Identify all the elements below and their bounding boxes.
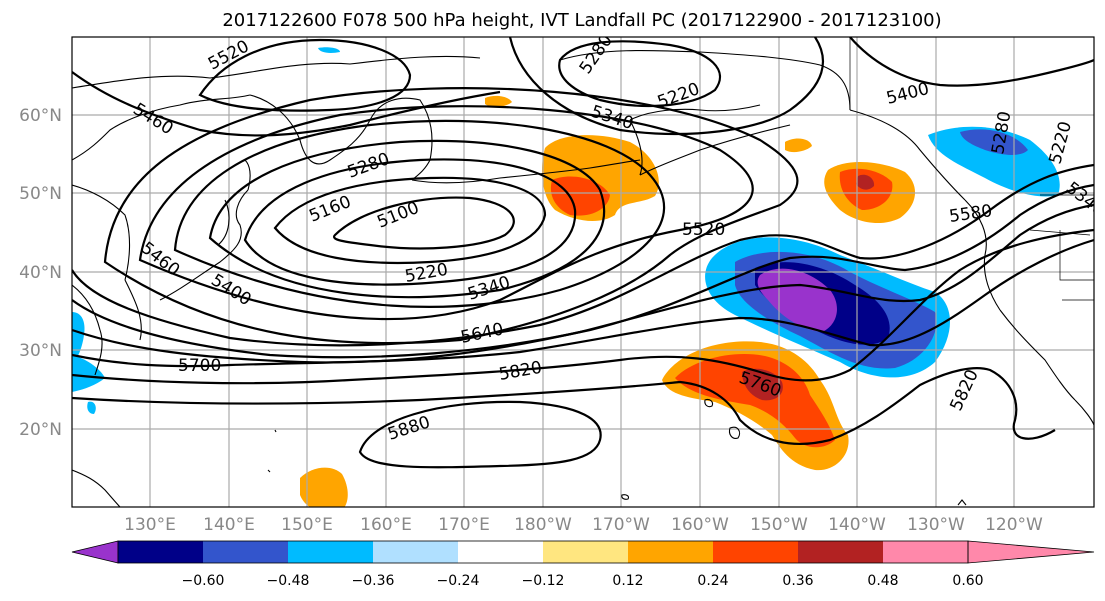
lon-tick-label: 160°W <box>671 515 729 535</box>
longitude-labels: 130°E 140°E 150°E 160°E 170°E 180°W 170°… <box>124 515 1043 535</box>
colorbar-tick-label: −0.48 <box>267 573 310 589</box>
colorbar-tick-label: 0.60 <box>952 573 983 589</box>
colorbar-segment <box>543 541 628 563</box>
colorbar-labels: −0.60 −0.48 −0.36 −0.24 −0.12 0.12 0.24 … <box>182 573 984 589</box>
lat-tick-label: 40°N <box>19 263 62 283</box>
latitude-labels: 20°N 30°N 40°N 50°N 60°N <box>19 106 62 440</box>
lon-tick-label: 170°E <box>438 515 490 535</box>
colorbar-segment <box>883 541 968 563</box>
lon-tick-label: 120°W <box>985 515 1043 535</box>
lon-tick-label: 150°W <box>750 515 808 535</box>
lon-tick-label: 150°E <box>281 515 333 535</box>
ivt-positive-region-hawaii <box>662 341 849 471</box>
colorbar-segment <box>373 541 458 563</box>
figure-title: 2017122600 F078 500 hPa height, IVT Land… <box>222 10 941 31</box>
graticule <box>72 37 1094 507</box>
lon-tick-label: 140°E <box>203 515 255 535</box>
lat-tick-label: 30°N <box>19 341 62 361</box>
coastlines <box>72 49 1094 507</box>
colorbar-segment <box>798 541 883 563</box>
lon-tick-label: 180°W <box>514 515 572 535</box>
ivt-negative-region-north <box>928 126 1060 197</box>
colorbar-segment <box>713 541 798 563</box>
colorbar-tick-label: 0.36 <box>782 573 813 589</box>
colorbar-tick-label: 0.24 <box>697 573 728 589</box>
lon-tick-label: 140°W <box>828 515 886 535</box>
lon-tick-label: 130°W <box>907 515 965 535</box>
lat-tick-label: 20°N <box>19 420 62 440</box>
colorbar-segment <box>288 541 373 563</box>
height-contours <box>72 37 1094 469</box>
colorbar <box>71 540 1095 564</box>
map-panel: 5520 5280 5220 5400 5220 5340 5460 5280 … <box>72 37 1094 507</box>
lon-tick-label: 160°E <box>360 515 412 535</box>
colorbar-segment <box>118 541 203 563</box>
contour-label: 5700 <box>178 356 221 376</box>
lat-tick-label: 50°N <box>19 184 62 204</box>
colorbar-frame <box>117 540 969 564</box>
colorbar-extend-low <box>71 540 119 564</box>
lon-tick-label: 170°W <box>592 515 650 535</box>
lon-tick-label: 130°E <box>124 515 176 535</box>
colorbar-segment <box>458 541 543 563</box>
contour-label: 5520 <box>682 220 725 240</box>
colorbar-tick-label: −0.36 <box>352 573 395 589</box>
colorbar-extend-high <box>967 540 1095 564</box>
colorbar-tick-label: −0.12 <box>522 573 565 589</box>
map-frame <box>71 36 1095 508</box>
colorbar-tick-label: 0.48 <box>867 573 898 589</box>
lat-tick-label: 60°N <box>19 106 62 126</box>
colorbar-segment <box>203 541 288 563</box>
ivt-positive-region-west <box>72 47 348 507</box>
colorbar-tick-label: 0.12 <box>612 573 643 589</box>
colorbar-tick-label: −0.24 <box>437 573 480 589</box>
political-borders <box>849 37 1094 301</box>
colorbar-tick-label: −0.60 <box>182 573 225 589</box>
colorbar-segment <box>628 541 713 563</box>
